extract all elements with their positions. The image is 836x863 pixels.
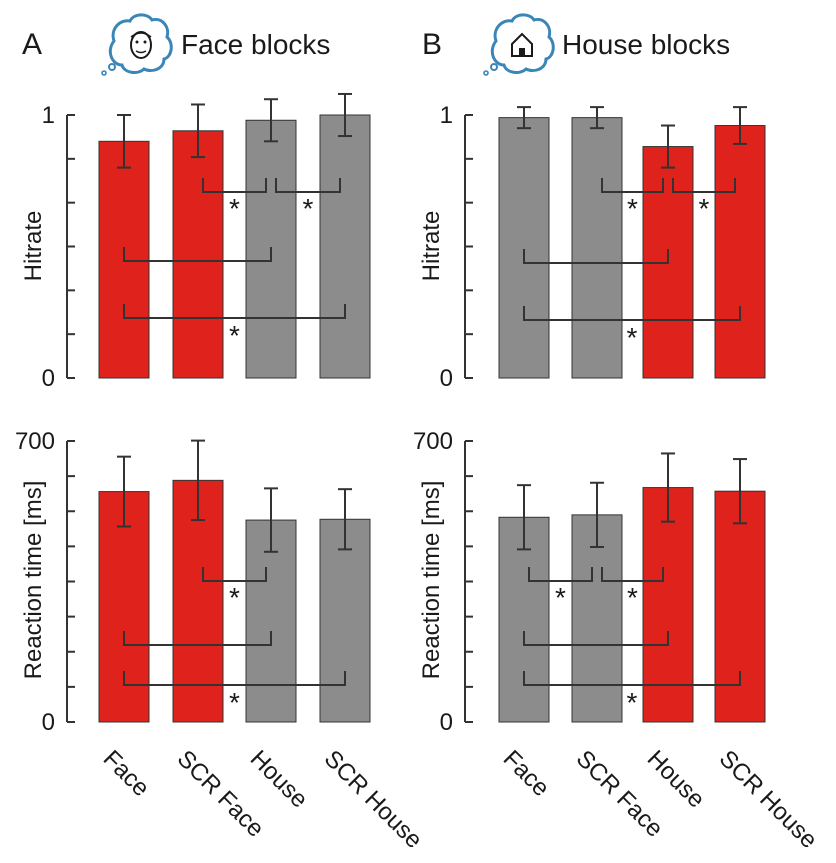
- category-label: House: [642, 745, 710, 813]
- category-label: Face: [98, 745, 155, 802]
- comparison-bracket: [202, 567, 267, 582]
- significance-star: *: [303, 193, 314, 224]
- bar-house: [642, 487, 694, 723]
- bar-scr-house: [319, 518, 371, 723]
- y-tick-label-min: 0: [42, 365, 55, 392]
- bar-face: [498, 516, 550, 723]
- panel-a-letter: A: [22, 28, 42, 61]
- significance-star: *: [229, 193, 240, 224]
- bar-scr-face: [172, 130, 224, 379]
- bar-face: [498, 117, 550, 379]
- significance-star: *: [627, 687, 638, 718]
- comparison-bracket: [275, 178, 341, 193]
- category-label: SCR House: [319, 745, 428, 854]
- significance-star: *: [627, 582, 638, 613]
- y-axis-label: Reaction time [ms]: [418, 481, 445, 680]
- bar-scr-house: [714, 125, 766, 379]
- bar-charts: 0 1 Hitrate * * * 0 1 Hitrate * * * 0 700 Reaction tim…: [15, 92, 822, 854]
- panel-a-title: Face blocks: [181, 29, 330, 60]
- comparison-bracket: [123, 247, 272, 262]
- comparison-bracket: [528, 567, 593, 582]
- y-tick-label-min: 0: [42, 709, 55, 736]
- bar-scr-house: [319, 114, 371, 379]
- comparison-bracket: [202, 178, 267, 193]
- house-thought-bubble-icon: [483, 13, 555, 76]
- significance-star: *: [627, 193, 638, 224]
- comparison-bracket: [523, 306, 741, 321]
- comparison-bracket: [601, 178, 664, 193]
- comparison-bracket: [672, 178, 736, 193]
- significance-star: *: [229, 320, 240, 351]
- face-thought-bubble-icon: [101, 13, 173, 76]
- bar-scr-face: [571, 117, 623, 379]
- y-tick-label-min: 0: [440, 709, 453, 736]
- comparison-bracket: [123, 304, 346, 319]
- significance-star: *: [699, 193, 710, 224]
- category-label: SCR House: [714, 745, 823, 854]
- significance-star: *: [229, 582, 240, 613]
- comparison-bracket: [523, 671, 741, 686]
- significance-star: *: [627, 322, 638, 353]
- y-tick-label-max: 1: [440, 102, 453, 129]
- significance-star: *: [229, 687, 240, 718]
- significance-star: *: [555, 582, 566, 613]
- y-axis-label: Hitrate: [20, 211, 47, 282]
- panel-b-letter: B: [422, 28, 442, 61]
- bar-scr-face: [571, 514, 623, 723]
- y-tick-label-max: 1: [42, 102, 55, 129]
- category-label: Face: [498, 745, 555, 802]
- category-label: House: [245, 745, 313, 813]
- comparison-bracket: [123, 671, 346, 686]
- panel-a-header: A Face blocks: [22, 13, 330, 76]
- y-axis-label: Hitrate: [418, 211, 445, 282]
- bar-scr-house: [714, 490, 766, 723]
- panel-b-title: House blocks: [562, 29, 730, 60]
- chart-2: 0 1 Hitrate * * *: [418, 102, 766, 392]
- comparison-bracket: [601, 567, 664, 582]
- bar-house: [245, 519, 297, 723]
- panel-b-header: B House blocks: [422, 13, 730, 76]
- y-tick-label-max: 700: [15, 428, 55, 455]
- y-axis-label: Reaction time [ms]: [20, 481, 47, 680]
- comparison-bracket: [123, 631, 272, 646]
- comparison-bracket: [523, 249, 669, 264]
- y-tick-label-min: 0: [440, 365, 453, 392]
- comparison-bracket: [523, 631, 669, 646]
- y-tick-label-max: 700: [413, 428, 453, 455]
- chart-1: 0 1 Hitrate * * *: [20, 92, 371, 392]
